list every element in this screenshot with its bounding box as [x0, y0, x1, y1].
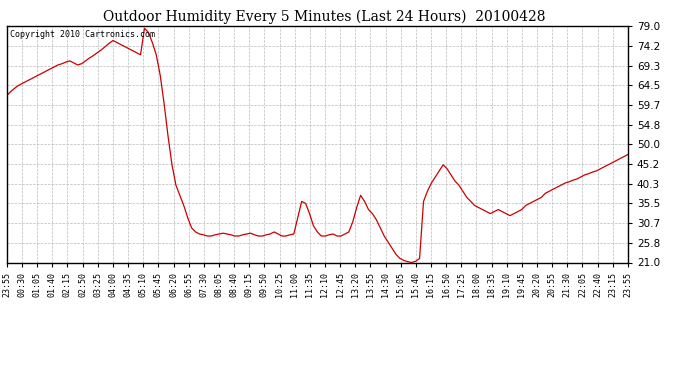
- Text: Outdoor Humidity Every 5 Minutes (Last 24 Hours)  20100428: Outdoor Humidity Every 5 Minutes (Last 2…: [103, 9, 546, 24]
- Text: Copyright 2010 Cartronics.com: Copyright 2010 Cartronics.com: [10, 30, 155, 39]
